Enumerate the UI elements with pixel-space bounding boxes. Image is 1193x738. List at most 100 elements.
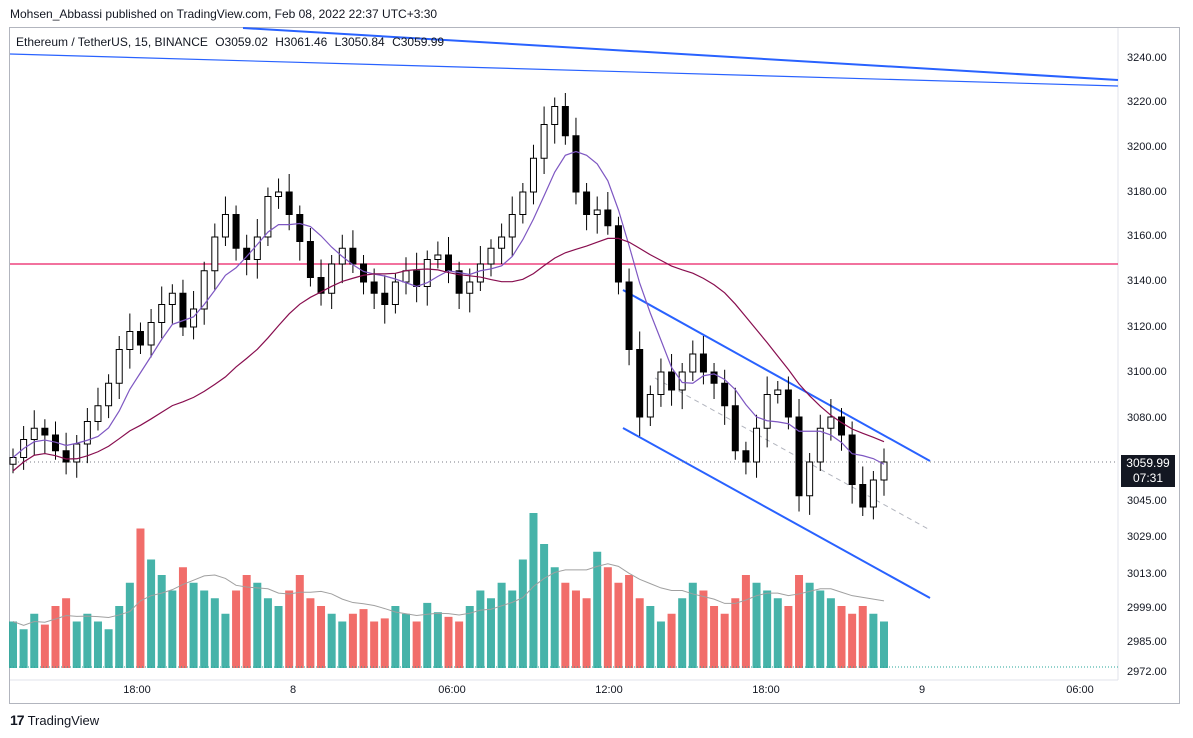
volume-bar — [83, 613, 92, 668]
candle-body — [869, 479, 877, 508]
candle-body — [158, 304, 166, 323]
candle-body — [699, 353, 707, 373]
candle-body — [466, 281, 474, 294]
candle-body — [784, 389, 792, 418]
volume-bar — [465, 606, 474, 668]
symbol-bar: Ethereum / TetherUS, 15, BINANCE O3059.0… — [16, 35, 448, 49]
bar-countdown: 07:31 — [1132, 471, 1164, 485]
candle-body — [126, 331, 134, 350]
ohlc-high: H3061.46 — [275, 35, 328, 49]
y-tick-label: 3180.00 — [1127, 186, 1167, 198]
volume-bar — [625, 575, 634, 668]
candle-body — [572, 135, 580, 193]
volume-bar — [338, 621, 347, 668]
volume-bar — [72, 621, 81, 668]
candle-body — [753, 427, 761, 463]
volume-bar — [274, 606, 283, 668]
ohlc-low: L3050.84 — [334, 35, 385, 49]
volume-bar — [752, 582, 761, 668]
candle-body — [105, 382, 113, 407]
volume-bar — [380, 618, 389, 668]
candle-body — [73, 443, 81, 463]
volume-bar — [816, 590, 825, 668]
volume-bar — [848, 613, 857, 668]
channel-lower-line — [622, 427, 931, 599]
candle-body — [646, 394, 654, 418]
candle-body — [657, 371, 665, 395]
candle-body — [62, 450, 70, 463]
volume-bar — [402, 613, 411, 668]
y-tick-label: 3029.00 — [1127, 531, 1167, 543]
upper-trendline-2 — [9, 53, 1119, 87]
volume-bar — [306, 598, 315, 668]
tradingview-logo[interactable]: 17 TradingView — [10, 712, 99, 728]
candle-body — [774, 389, 782, 395]
volume-bar — [136, 528, 145, 668]
y-tick-label: 3045.00 — [1127, 495, 1167, 507]
volume-bar — [784, 606, 793, 668]
volume-bar — [486, 598, 495, 668]
candle-body — [742, 450, 750, 463]
volume-bar — [242, 575, 251, 668]
candle-body — [317, 277, 325, 294]
volume-bar — [529, 513, 538, 668]
chart-frame — [9, 27, 1180, 704]
volume-bar — [773, 598, 782, 668]
y-tick-label: 3160.00 — [1127, 230, 1167, 242]
y-tick-label: 3240.00 — [1127, 52, 1167, 64]
y-tick-label: 3140.00 — [1127, 275, 1167, 287]
candle-body — [625, 281, 633, 350]
volume-bar — [157, 575, 166, 668]
volume-bar — [412, 621, 421, 668]
volume-bar — [359, 609, 368, 668]
volume-bar — [656, 621, 665, 668]
volume-bar — [455, 621, 464, 668]
candle-body — [816, 427, 824, 463]
candle-body — [806, 461, 814, 497]
publisher-line: Mohsen_Abbassi published on TradingView.… — [10, 7, 438, 21]
volume-bar — [444, 616, 453, 668]
volume-bar — [19, 629, 28, 668]
candle-body — [9, 457, 17, 465]
volume-bar — [678, 598, 687, 668]
candle-body — [147, 322, 155, 346]
y-tick-label: 2972.00 — [1127, 666, 1167, 678]
volume-bar — [518, 559, 527, 668]
candle-body — [529, 157, 537, 193]
volume-bar — [210, 598, 219, 668]
candle-body — [306, 241, 314, 278]
volume-bar — [115, 606, 124, 668]
candle-body — [593, 209, 601, 215]
symbol-label[interactable]: Ethereum / TetherUS, 15, BINANCE — [16, 35, 208, 49]
volume-bar — [550, 567, 559, 668]
candle-body — [498, 236, 506, 249]
volume-bar — [699, 590, 708, 668]
channel-mid-line — [654, 377, 931, 531]
channel-upper-line — [622, 289, 931, 462]
volume-bar — [508, 590, 517, 668]
candle-body — [275, 191, 283, 197]
candle-body — [221, 214, 229, 238]
volume-bar — [837, 606, 846, 668]
volume-bar — [232, 590, 241, 668]
volume-bar — [40, 624, 49, 668]
volume-bar — [348, 613, 357, 668]
volume-bar — [646, 606, 655, 668]
volume-bar — [391, 606, 400, 668]
volume-bar — [731, 598, 740, 668]
volume-bar — [327, 613, 336, 668]
fast-moving-average — [12, 150, 885, 465]
candle-body — [519, 191, 527, 215]
candle-body — [83, 421, 91, 445]
candle-body — [115, 349, 123, 384]
volume-bar — [720, 613, 729, 668]
candle-body — [551, 106, 559, 125]
candle-body — [487, 247, 495, 265]
x-tick-label: 18:00 — [752, 684, 780, 696]
volume-bar — [317, 606, 326, 668]
tradingview-logo-icon: 17 — [10, 712, 25, 728]
volume-bar — [869, 613, 878, 668]
y-tick-label: 3120.00 — [1127, 321, 1167, 333]
volume-bar — [635, 598, 644, 668]
